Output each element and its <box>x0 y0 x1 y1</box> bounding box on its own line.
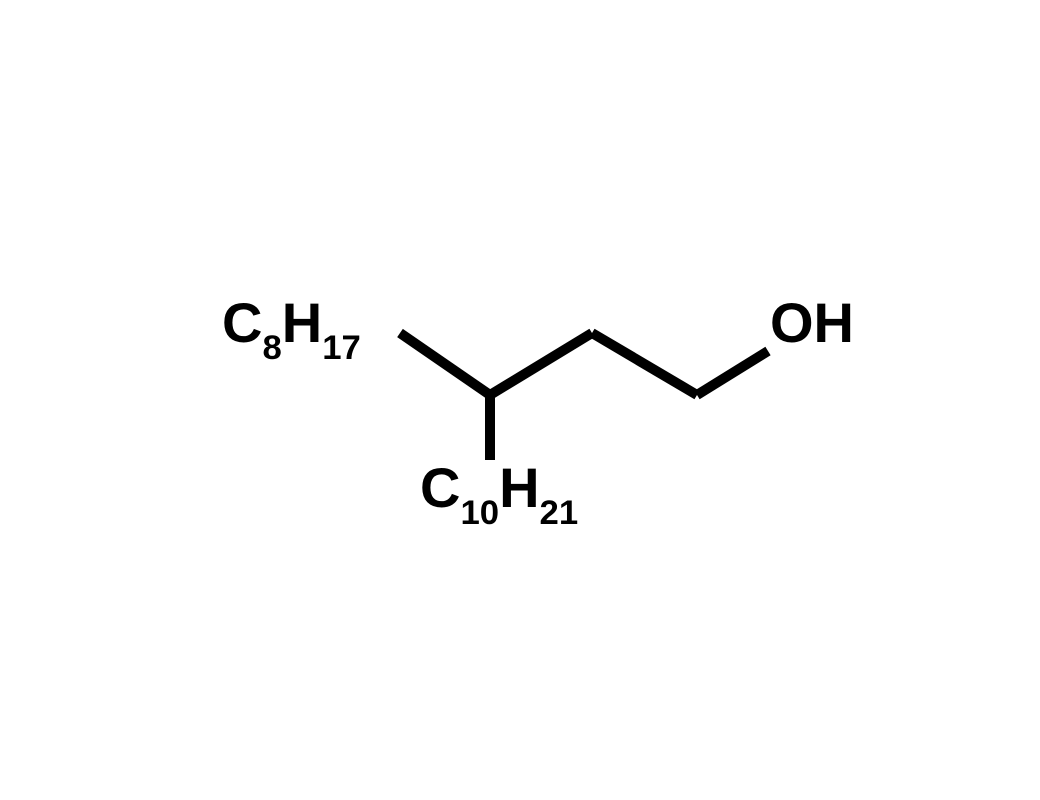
h-subscript: 21 <box>540 494 579 532</box>
c-glyph: C <box>420 456 460 519</box>
bond-lines <box>0 0 1040 800</box>
c-subscript: 8 <box>262 329 281 367</box>
h-glyph: H <box>499 456 539 519</box>
chemical-structure-canvas: C8H17 C10H21 OH <box>0 0 1040 800</box>
c-glyph: C <box>222 291 262 354</box>
left-substituent-label: C8H17 <box>222 295 361 361</box>
c-subscript: 10 <box>460 494 499 532</box>
h-subscript: 17 <box>322 329 361 367</box>
bottom-substituent-label: C10H21 <box>420 460 578 526</box>
oh-text: OH <box>770 291 854 354</box>
hydroxyl-label: OH <box>770 295 854 351</box>
h-glyph: H <box>282 291 322 354</box>
